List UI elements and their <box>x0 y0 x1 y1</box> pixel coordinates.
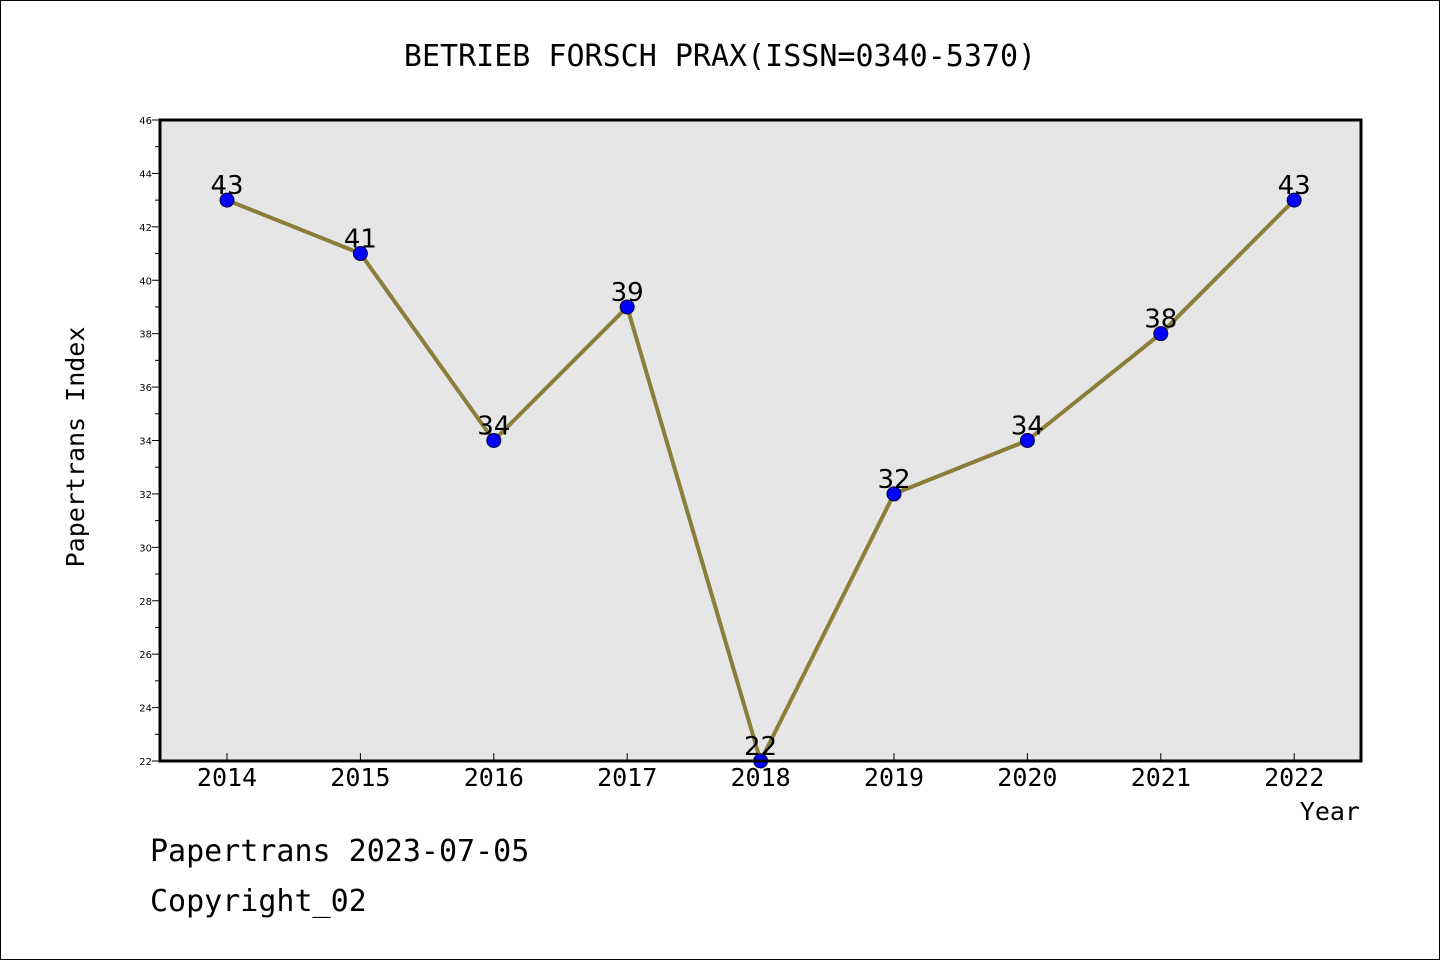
data-label: 41 <box>344 225 377 255</box>
x-tick-label: 2019 <box>864 763 924 792</box>
x-axis: 2014 2015 2016 2017 2018 2019 2020 2021 2022 <box>197 753 1324 792</box>
x-tick-label: 2014 <box>197 763 257 792</box>
y-tick-label: 26 <box>139 650 152 661</box>
y-tick-label: 44 <box>139 169 152 180</box>
data-label: 22 <box>744 732 777 762</box>
data-label: 43 <box>210 171 243 201</box>
x-tick-label: 2015 <box>330 763 390 792</box>
chart-title: BETRIEB FORSCH PRAX(ISSN=0340-5370) <box>404 39 1036 74</box>
data-point <box>1019 433 1035 448</box>
data-point <box>619 299 635 315</box>
y-tick-label: 28 <box>139 597 152 608</box>
y-tick-label: 32 <box>139 490 152 501</box>
x-tick-label: 2017 <box>597 763 657 792</box>
data-points <box>219 192 1302 769</box>
data-point <box>1153 326 1169 342</box>
data-point <box>486 433 502 448</box>
y-tick-label: 38 <box>139 330 152 341</box>
y-tick-label: 34 <box>139 437 152 448</box>
footer-date: Papertrans 2023-07-05 <box>150 834 530 869</box>
x-tick-label: 2021 <box>1131 763 1191 792</box>
y-tick-label: 42 <box>139 223 152 234</box>
footer-copyright: Copyright_02 <box>150 884 367 919</box>
data-label: 39 <box>611 278 644 308</box>
y-tick-label: 30 <box>139 543 152 554</box>
data-label: 34 <box>1011 412 1044 442</box>
x-tick-label: 2020 <box>997 763 1057 792</box>
plot-border <box>158 118 1363 763</box>
x-axis-label: Year <box>1300 797 1360 826</box>
y-tick-label: 24 <box>139 704 152 715</box>
data-labels: 43 41 34 39 22 32 34 38 43 <box>210 171 1310 762</box>
data-label: 32 <box>877 465 910 495</box>
y-axis-label: Papertrans Index <box>61 327 90 568</box>
data-point <box>219 192 235 208</box>
data-label: 43 <box>1278 171 1311 201</box>
data-label: 34 <box>477 412 510 442</box>
data-label: 38 <box>1144 305 1177 335</box>
x-tick-label: 2016 <box>464 763 524 792</box>
data-point <box>1286 192 1302 208</box>
y-tick-label: 46 <box>139 116 152 127</box>
data-point <box>886 486 902 502</box>
y-tick-label: 22 <box>139 757 152 768</box>
y-tick-label: 36 <box>139 383 152 394</box>
x-tick-label: 2022 <box>1264 763 1324 792</box>
y-axis: 22 24 26 28 30 32 34 36 38 40 42 44 46 <box>139 116 160 768</box>
y-tick-label: 40 <box>139 276 152 287</box>
data-point <box>352 246 368 262</box>
plot-area <box>160 120 1361 761</box>
